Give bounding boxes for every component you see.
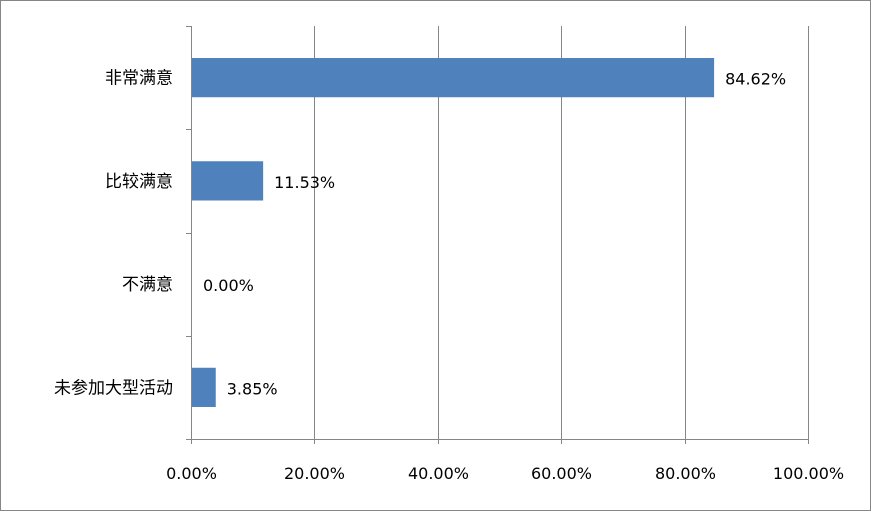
bar bbox=[192, 161, 264, 201]
x-tick-label: 100.00% bbox=[773, 464, 844, 483]
x-tick-label: 20.00% bbox=[284, 464, 345, 483]
data-label: 84.62% bbox=[725, 70, 786, 89]
category-label: 比较满意 bbox=[105, 172, 173, 192]
data-label: 11.53% bbox=[274, 173, 335, 192]
data-label: 0.00% bbox=[203, 276, 254, 295]
labels: 0.00% 20.00% 40.00% 60.00% 80.00% 100.00% 非常满意… bbox=[54, 69, 844, 483]
x-tick-label: 0.00% bbox=[166, 464, 217, 483]
category-label: 未参加大型活动 bbox=[54, 378, 173, 398]
bar bbox=[192, 58, 715, 98]
data-label: 3.85% bbox=[227, 379, 278, 398]
x-tick-label: 40.00% bbox=[408, 464, 469, 483]
bar bbox=[192, 367, 216, 407]
category-label: 不满意 bbox=[122, 275, 173, 295]
x-tick-label: 80.00% bbox=[655, 464, 716, 483]
axes bbox=[186, 26, 809, 444]
bars bbox=[192, 58, 715, 407]
category-label: 非常满意 bbox=[105, 69, 173, 89]
x-tick-label: 60.00% bbox=[531, 464, 592, 483]
